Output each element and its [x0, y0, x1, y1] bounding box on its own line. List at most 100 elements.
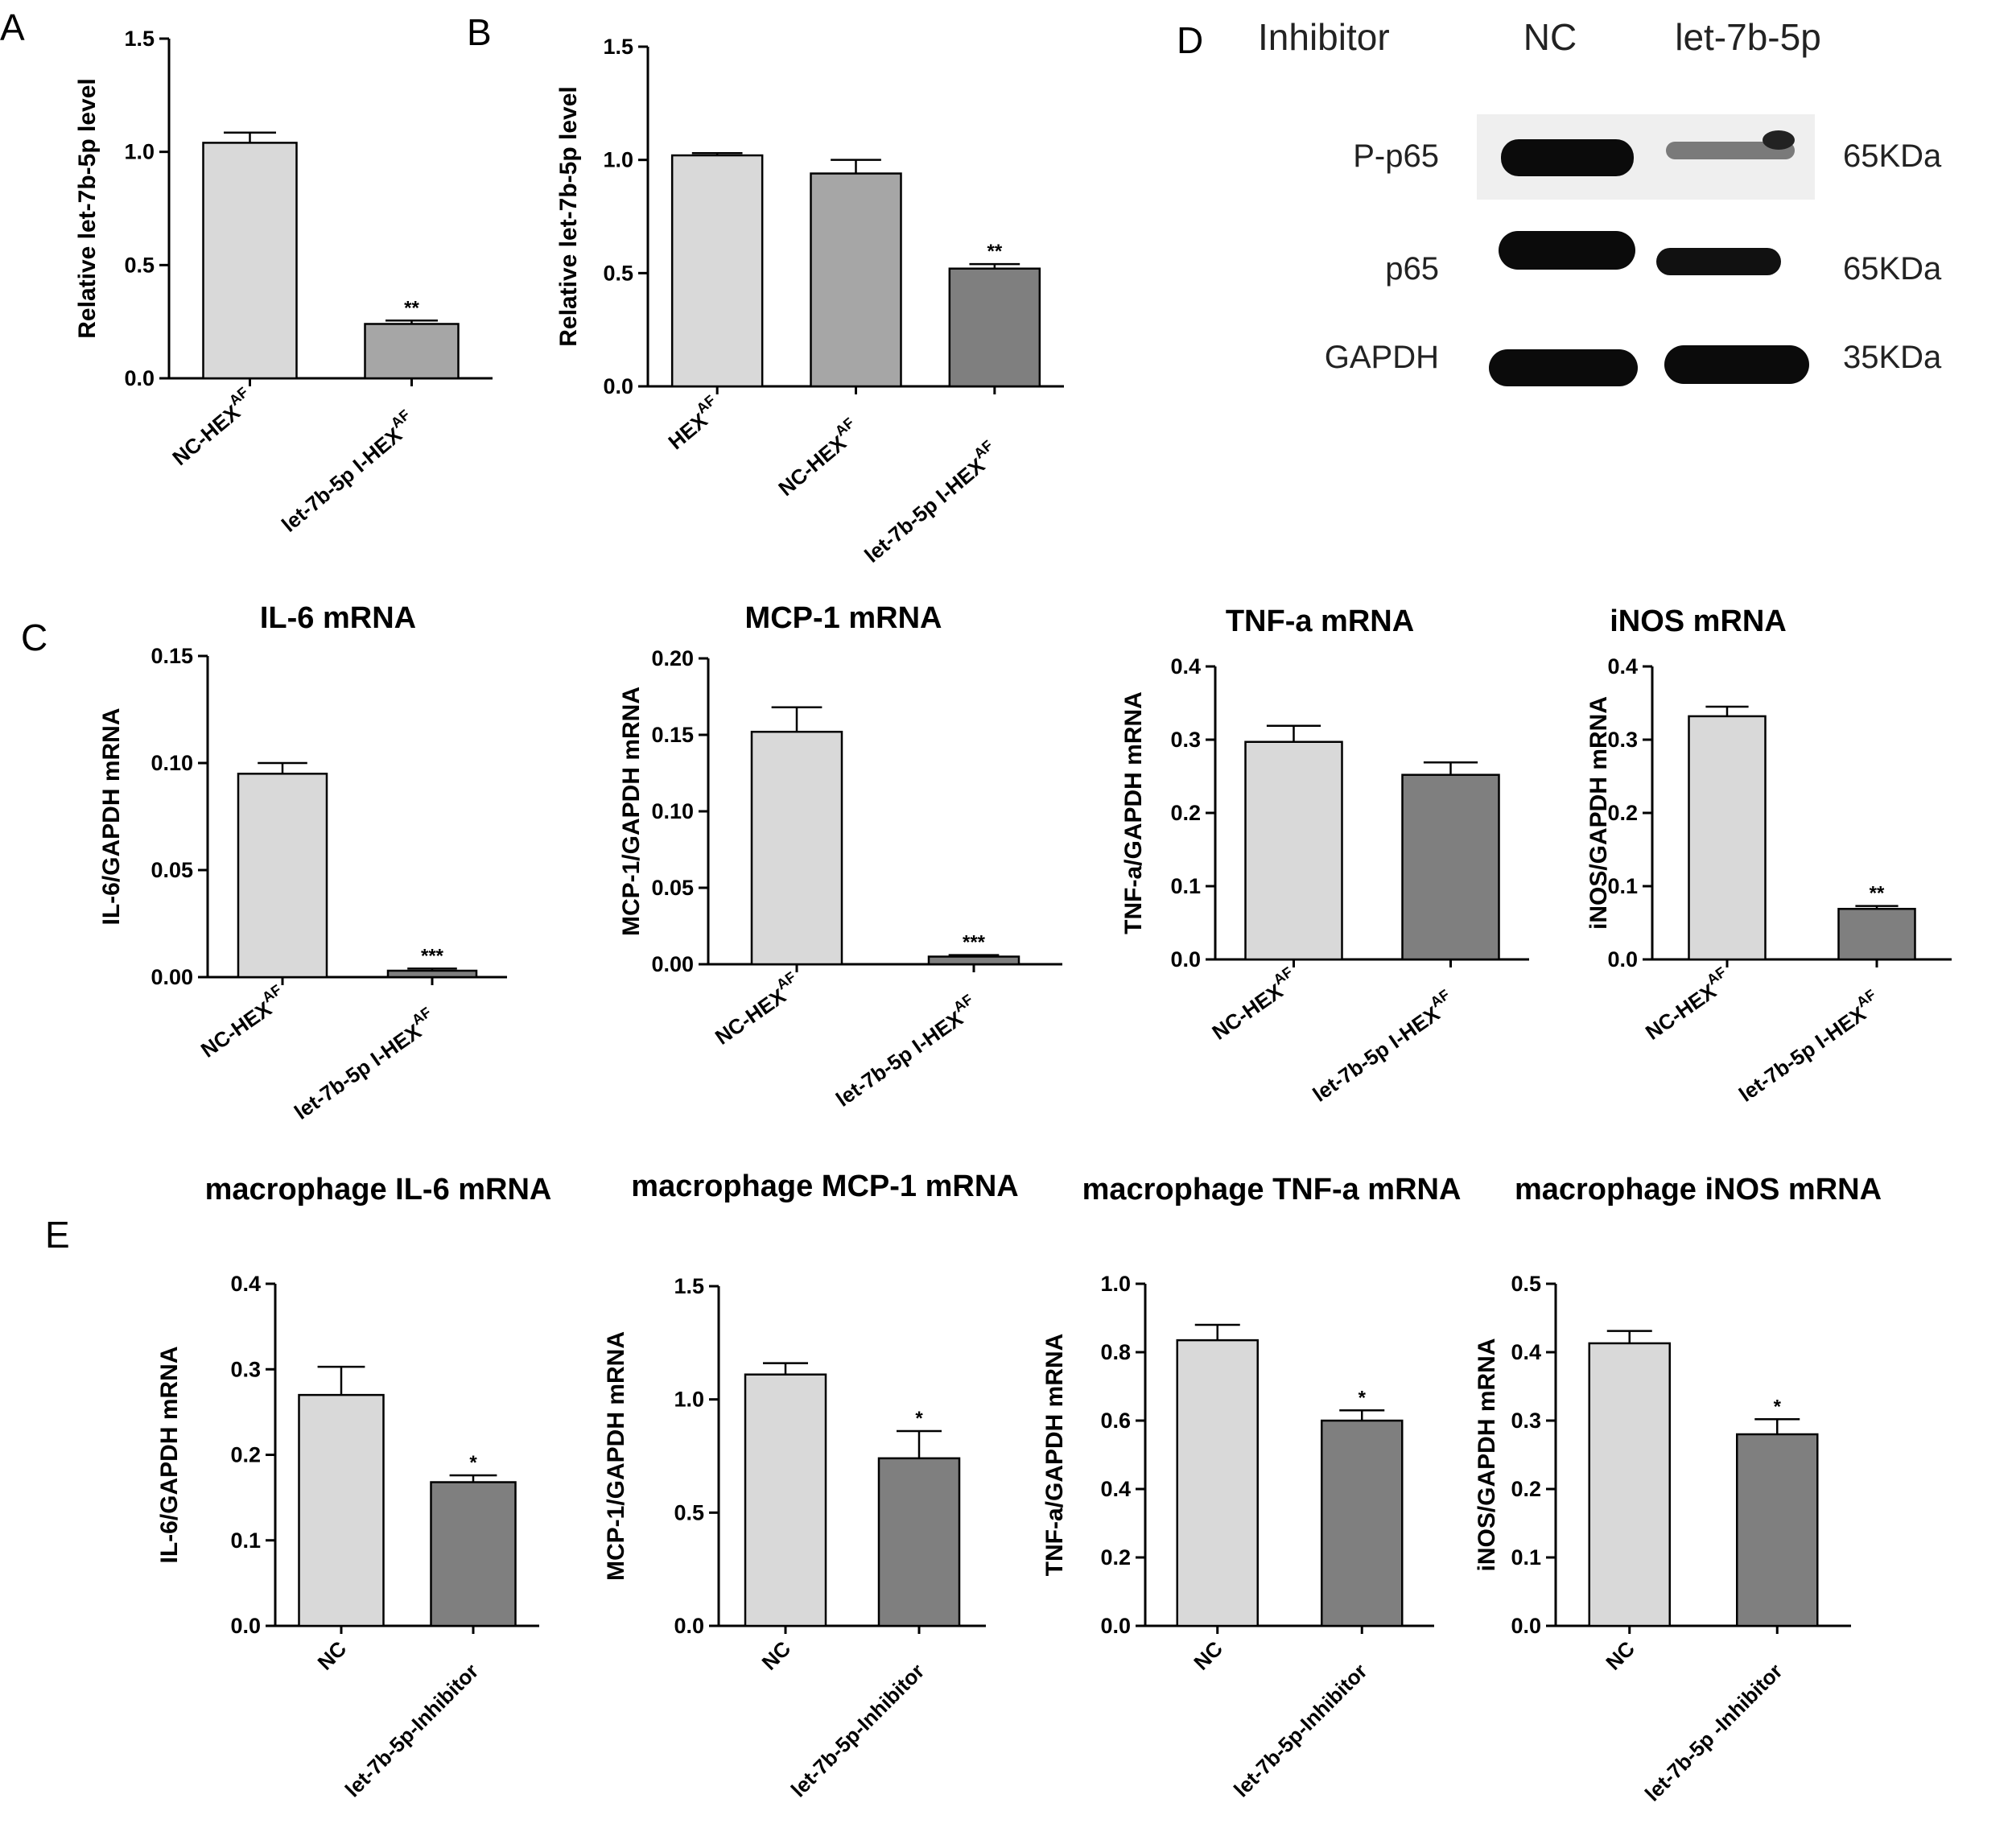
chart-e1-ytick-label: 0.4 — [230, 1272, 261, 1296]
chart-a-ytick-label: 0.0 — [124, 366, 155, 390]
chart-c2-significance: *** — [963, 932, 986, 954]
chart-e4-bar — [1736, 1433, 1819, 1627]
chart-e4-ylabel: iNOS/GAPDH mRNA — [1474, 1338, 1500, 1571]
chart-b-ytick-label: 1.0 — [603, 148, 633, 172]
chart-c2-bar — [927, 955, 1020, 966]
chart-e4-ytick-label: 0.3 — [1511, 1409, 1541, 1433]
chart-c3-ytick-label: 0.3 — [1170, 728, 1201, 752]
chart-e2-bar — [877, 1457, 961, 1627]
chart-c4-ytick-label: 0.3 — [1607, 728, 1638, 752]
chart-a-ylabel: Relative let-7b-5p level — [74, 78, 101, 338]
wb-protein-pp65: P-p65 — [1353, 138, 1439, 174]
chart-e3-ytick-label: 0.8 — [1100, 1340, 1131, 1364]
chart-c2-ylabel: MCP-1/GAPDH mRNA — [618, 687, 645, 936]
chart-c2-ytick-label: 0.05 — [651, 876, 694, 900]
chart-b-category-label: let-7b-5p I-HEXAF — [857, 437, 1004, 567]
chart-a-ytick-label: 1.0 — [124, 140, 155, 164]
chart-a-bar — [364, 323, 460, 380]
panel-label-e: E — [45, 1214, 70, 1256]
chart-c1-ytick-label: 0.00 — [150, 965, 193, 989]
chart-e4-ytick-label: 0.5 — [1511, 1272, 1541, 1296]
chart-e3-ytick-label: 0.0 — [1100, 1614, 1131, 1638]
wb-size-p65: 65KDa — [1843, 251, 1942, 287]
chart-c2-bar — [750, 730, 843, 966]
chart-c1-bar — [386, 969, 478, 979]
wb-size-gapdh: 35KDa — [1843, 340, 1942, 375]
wb-band-gapdh-let7b — [1664, 345, 1809, 384]
chart-c2-title: MCP-1 mRNA — [745, 601, 942, 635]
wb-band-pp65-let7b-spot — [1763, 130, 1795, 150]
chart-c2-category-label: NC-HEXAF — [707, 968, 806, 1049]
chart-b-category-label: NC-HEXAF — [770, 415, 865, 501]
chart-b-bar — [948, 267, 1041, 388]
panel-label-d: D — [1177, 19, 1203, 61]
wb-band-pp65-let7b — [1666, 142, 1795, 159]
chart-e3-ytick-label: 0.4 — [1100, 1477, 1131, 1501]
chart-e2-title: macrophage MCP-1 mRNA — [631, 1169, 1018, 1203]
chart-e-mcp1: macrophage MCP-1 mRNA MCP-1/GAPDH mRNA 0.0… — [603, 1169, 1019, 1802]
chart-e3-category-label: let-7b-5p-Inhibitor — [1229, 1659, 1371, 1801]
chart-e1-category-label: NC — [312, 1636, 351, 1675]
chart-e4-category-label: let-7b-5p -Inhibitor — [1640, 1659, 1787, 1806]
chart-b-ytick-label: 0.5 — [603, 261, 633, 285]
chart-e2-ytick-label: 1.5 — [674, 1274, 704, 1298]
wb-protein-gapdh: GAPDH — [1325, 340, 1439, 375]
chart-c3-category-label: let-7b-5p I-HEXAF — [1305, 986, 1460, 1106]
chart-e3-ytick-label: 0.6 — [1100, 1409, 1131, 1433]
chart-c4-bar — [1837, 907, 1916, 961]
chart-e3-category-label: NC — [1189, 1636, 1227, 1675]
chart-a-bar — [202, 142, 298, 380]
chart-c1-significance: *** — [421, 945, 444, 967]
chart-e1-bar — [298, 1393, 385, 1627]
chart-e2-ytick-label: 1.0 — [674, 1388, 704, 1412]
chart-e1-significance: * — [469, 1452, 477, 1474]
chart-a-let7b-level: Relative let-7b-5p level 0.0 0.5 1.0 1.5 NC-H… — [74, 27, 493, 537]
chart-c1-ylabel: IL-6/GAPDH mRNA — [98, 707, 125, 925]
wb-band-p65-let7b — [1656, 248, 1781, 275]
chart-e4-bar — [1588, 1342, 1671, 1627]
chart-e1-ytick-label: 0.2 — [230, 1443, 261, 1467]
chart-c4-significance: ** — [1870, 883, 1885, 905]
chart-e4-title: macrophage iNOS mRNA — [1515, 1173, 1882, 1207]
chart-a-ytick-label: 1.5 — [124, 27, 155, 51]
chart-c2-ytick-label: 0.15 — [651, 723, 694, 747]
chart-c1-ytick-label: 0.05 — [150, 858, 193, 882]
chart-c4-ytick-label: 0.2 — [1607, 801, 1638, 825]
chart-c1-category-label: let-7b-5p I-HEXAF — [287, 1004, 442, 1124]
chart-c2-ytick-label: 0.00 — [651, 952, 694, 976]
wb-band-p65-nc — [1499, 231, 1635, 270]
chart-c3-ytick-label: 0.2 — [1170, 801, 1201, 825]
wb-protein-p65: p65 — [1385, 251, 1439, 287]
panel-label-b: B — [467, 11, 492, 53]
chart-e2-ytick-label: 0.5 — [674, 1500, 704, 1524]
chart-e-il6: macrophage IL-6 mRNA IL-6/GAPDH mRNA 0.0 0.… — [156, 1173, 551, 1802]
chart-a-significance: ** — [404, 297, 419, 319]
wb-header-label: Inhibitor — [1258, 16, 1390, 58]
chart-c3-ylabel: TNF-a/GAPDH mRNA — [1120, 691, 1147, 934]
chart-e2-category-label: NC — [757, 1636, 795, 1675]
chart-e2-category-label: let-7b-5p-Inhibitor — [786, 1659, 929, 1801]
chart-b-ylabel: Relative let-7b-5p level — [555, 86, 582, 346]
chart-e3-title: macrophage TNF-a mRNA — [1082, 1173, 1462, 1207]
chart-e2-bar — [744, 1373, 827, 1627]
chart-e3-significance: * — [1359, 1387, 1367, 1409]
chart-e2-ytick-label: 0.0 — [674, 1614, 704, 1638]
chart-e-tnfa: macrophage TNF-a mRNA TNF-a/GAPDH mRNA 0.0… — [1041, 1173, 1461, 1802]
wb-lane-let7b: let-7b-5p — [1675, 16, 1821, 58]
panel-label-c: C — [21, 617, 47, 658]
chart-e2-significance: * — [915, 1408, 923, 1429]
chart-c3-bar — [1401, 773, 1500, 961]
chart-c1-category-label: NC-HEXAF — [193, 981, 291, 1062]
chart-c1-ytick-label: 0.10 — [150, 751, 193, 775]
chart-c4-ytick-label: 0.0 — [1607, 947, 1638, 971]
chart-e1-ytick-label: 0.0 — [230, 1614, 261, 1638]
chart-e4-significance: * — [1774, 1396, 1782, 1417]
western-blot: Inhibitor NC let-7b-5p P-p65 p65 GAPDH 6… — [1258, 16, 1942, 386]
chart-a-category-label: let-7b-5p I-HEXAF — [274, 406, 421, 537]
chart-c4-category-label: NC-HEXAF — [1638, 963, 1736, 1044]
chart-c2-ytick-label: 0.20 — [651, 646, 694, 670]
chart-c1-title: IL-6 mRNA — [260, 601, 416, 635]
chart-b-significance: ** — [987, 241, 1002, 262]
chart-e4-ytick-label: 0.1 — [1511, 1545, 1541, 1570]
